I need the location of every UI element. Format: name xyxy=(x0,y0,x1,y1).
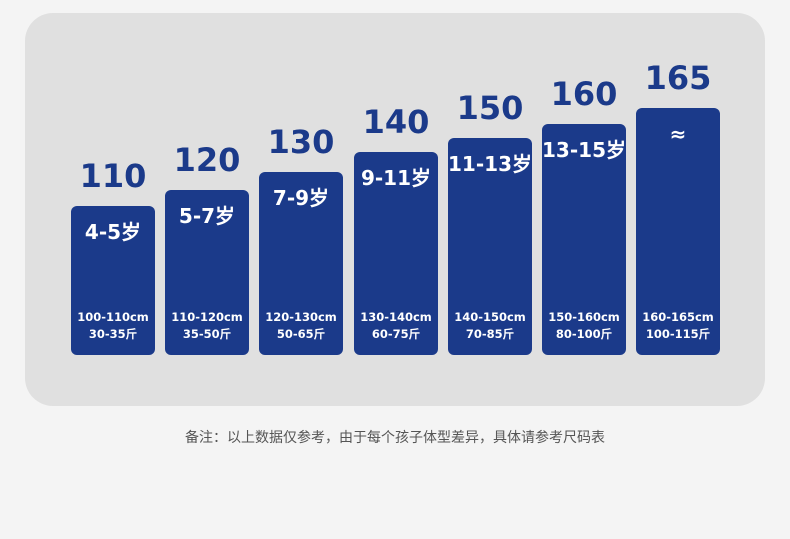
height-range: 130-140cm xyxy=(360,310,432,324)
size-column: 165 ≈ 160-165cm 100-115斤 xyxy=(636,60,720,355)
size-bar: 11-13岁 140-150cm 70-85斤 xyxy=(448,138,532,355)
age-label: 4-5岁 xyxy=(84,220,142,244)
size-label: 120 xyxy=(173,141,241,179)
size-column: 130 7-9岁 120-130cm 50-65斤 xyxy=(259,124,343,355)
size-label: 160 xyxy=(550,75,618,113)
size-column: 160 13-15岁 150-160cm 80-100斤 xyxy=(542,76,626,355)
size-label: 165 xyxy=(644,59,712,97)
size-column: 110 4-5岁 100-110cm 30-35斤 xyxy=(71,158,155,355)
size-bar: 5-7岁 110-120cm 35-50斤 xyxy=(165,190,249,355)
height-range: 100-110cm xyxy=(77,310,149,324)
height-range: 110-120cm xyxy=(171,310,243,324)
size-bar: 7-9岁 120-130cm 50-65斤 xyxy=(259,172,343,355)
weight-range: 30-35斤 xyxy=(88,327,138,341)
size-label: 110 xyxy=(79,157,147,195)
size-label: 150 xyxy=(456,89,524,127)
age-label: 13-15岁 xyxy=(542,138,626,162)
height-range: 150-160cm xyxy=(548,310,620,324)
weight-range: 100-115斤 xyxy=(645,327,711,341)
weight-range: 35-50斤 xyxy=(182,327,232,341)
age-label: 7-9岁 xyxy=(272,186,330,210)
size-column: 140 9-11岁 130-140cm 60-75斤 xyxy=(354,104,438,355)
size-column: 150 11-13岁 140-150cm 70-85斤 xyxy=(448,90,532,355)
height-range: 120-130cm xyxy=(265,310,337,324)
size-label: 130 xyxy=(267,123,335,161)
size-bar: 9-11岁 130-140cm 60-75斤 xyxy=(354,152,438,355)
age-label: 11-13岁 xyxy=(448,152,532,176)
footnote: 备注：以上数据仅参考，由于每个孩子体型差异，具体请参考尺码表 xyxy=(185,430,605,446)
height-range: 140-150cm xyxy=(454,310,526,324)
size-column: 120 5-7岁 110-120cm 35-50斤 xyxy=(165,142,249,355)
size-bar: 4-5岁 100-110cm 30-35斤 xyxy=(71,206,155,355)
size-label: 140 xyxy=(362,103,430,141)
age-label: 5-7岁 xyxy=(178,204,236,228)
size-bar: 13-15岁 150-160cm 80-100斤 xyxy=(542,124,626,355)
weight-range: 70-85斤 xyxy=(465,327,515,341)
size-bar: ≈ 160-165cm 100-115斤 xyxy=(636,108,720,355)
weight-range: 50-65斤 xyxy=(276,327,326,341)
age-label: 9-11岁 xyxy=(360,166,432,190)
height-range: 160-165cm xyxy=(642,310,714,324)
weight-range: 60-75斤 xyxy=(371,327,421,341)
age-label: ≈ xyxy=(669,122,687,146)
weight-range: 80-100斤 xyxy=(555,327,613,341)
